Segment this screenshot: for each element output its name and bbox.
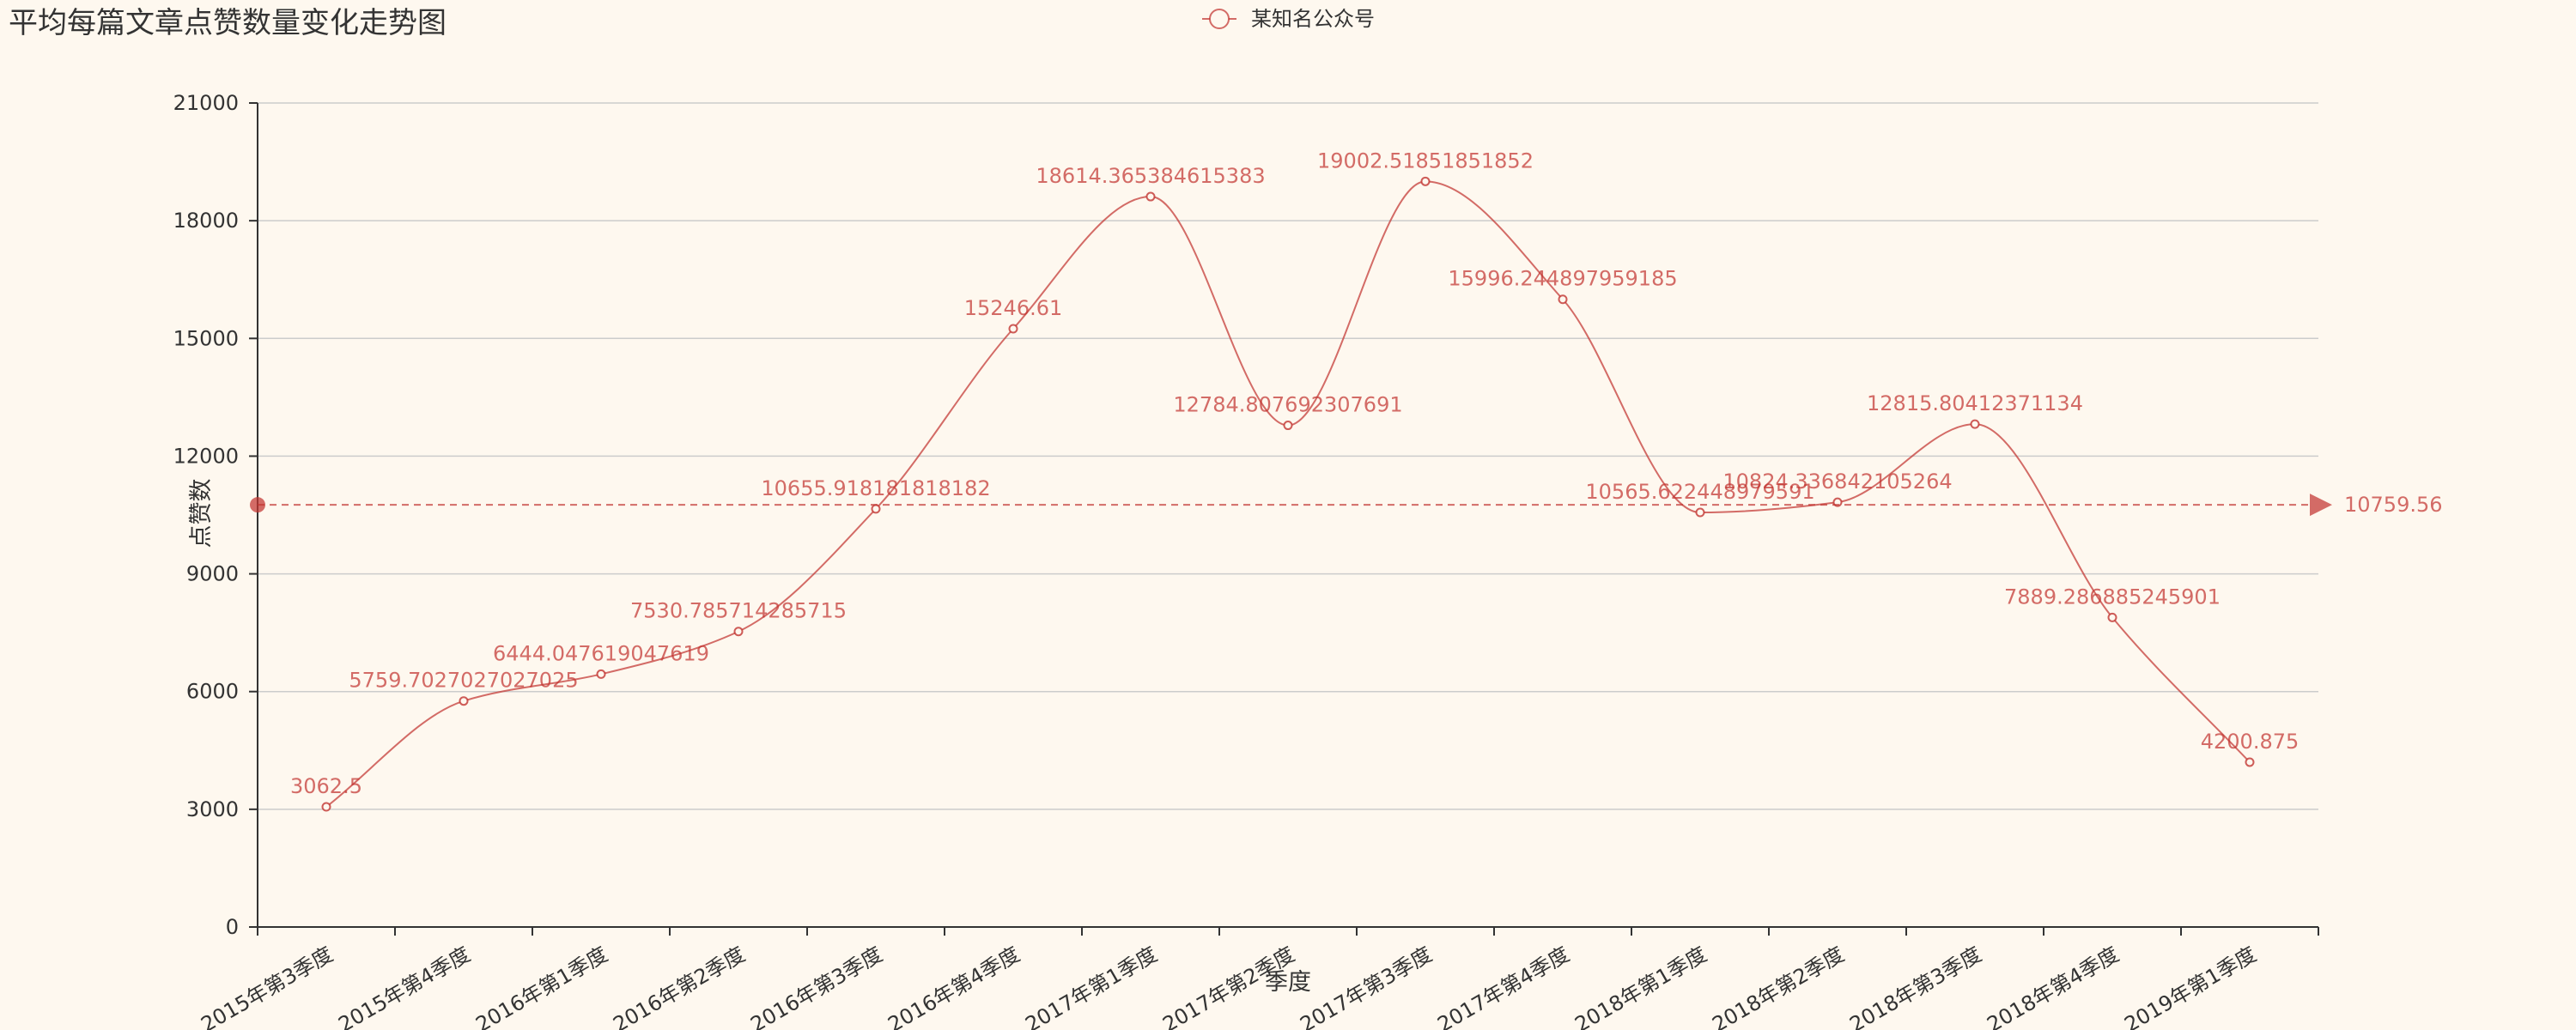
legend-item-label: 某知名公众号 xyxy=(1251,7,1375,31)
x-category-label: 2018年第1季度 xyxy=(1571,942,1710,1030)
data-label: 15996.244897959185 xyxy=(1448,267,1677,291)
x-category-label: 2016年第1季度 xyxy=(471,942,611,1030)
y-tick-label: 9000 xyxy=(186,562,239,586)
data-point xyxy=(596,669,606,679)
x-axis-name: 季度 xyxy=(1265,969,1311,996)
x-category-label: 2015年第4季度 xyxy=(334,942,474,1030)
series-line xyxy=(325,180,2251,808)
y-axis-name: 点赞数 xyxy=(188,479,215,548)
legend[interactable]: 某知名公众号 xyxy=(1202,7,1375,31)
chart-title: 平均每篇文章点赞数量变化走势图 xyxy=(9,6,447,40)
axes xyxy=(257,103,2318,928)
data-point xyxy=(2107,612,2117,622)
y-tick-label: 3000 xyxy=(186,797,239,821)
x-category-label: 2016年第3季度 xyxy=(746,942,886,1030)
y-tick-label: 6000 xyxy=(186,680,239,704)
data-label: 10655.918181818182 xyxy=(761,476,990,500)
data-point xyxy=(1558,294,1568,305)
data-label: 7889.286885245901 xyxy=(2004,585,2221,609)
x-category-label: 2017年第3季度 xyxy=(1296,942,1436,1030)
data-point xyxy=(733,627,744,637)
data-label: 18614.365384615383 xyxy=(1036,164,1265,188)
x-category-label: 2016年第4季度 xyxy=(884,942,1024,1030)
data-point xyxy=(459,696,469,706)
x-category-label: 2019年第1季度 xyxy=(2120,942,2260,1030)
x-category-label: 2018年第2季度 xyxy=(1708,942,1848,1030)
data-label: 7530.785714285715 xyxy=(630,599,847,623)
y-tick-label: 18000 xyxy=(173,209,239,233)
y-tick-label: 15000 xyxy=(173,326,239,350)
data-point xyxy=(1283,421,1293,431)
data-label: 3062.5 xyxy=(290,774,362,798)
x-category-label: 2017年第4季度 xyxy=(1433,942,1573,1030)
data-point xyxy=(871,504,881,514)
data-label: 19002.51851851852 xyxy=(1317,148,1534,173)
x-category-label: 2016年第2季度 xyxy=(609,942,749,1030)
series-line-group xyxy=(321,176,2255,812)
average-mark-line: 10759.56 xyxy=(250,493,2443,517)
x-category-label: 2017年第1季度 xyxy=(1021,942,1161,1030)
grid-lines xyxy=(258,102,2318,810)
data-label: 10565.622448979591 xyxy=(1585,480,1814,504)
x-category-label: 2018年第3季度 xyxy=(1845,942,1985,1030)
data-label: 10824.336842105264 xyxy=(1722,470,1952,494)
y-tick-label: 21000 xyxy=(173,91,239,115)
data-point xyxy=(1008,324,1018,334)
data-label: 12815.80412371134 xyxy=(1867,391,2083,415)
y-tick-label: 12000 xyxy=(173,444,239,468)
x-category-label: 2018年第4季度 xyxy=(1983,942,2123,1030)
mark-line-arrow-icon xyxy=(2310,494,2332,517)
x-categories: 2015年第3季度2015年第4季度2016年第1季度2016年第2季度2016… xyxy=(197,927,2319,1030)
data-point xyxy=(1420,176,1431,186)
x-category-label: 2015年第3季度 xyxy=(197,942,337,1030)
data-label: 4200.875 xyxy=(2201,730,2300,754)
mark-line-start-symbol xyxy=(250,497,265,513)
y-tick-label: 0 xyxy=(226,915,239,939)
y-ticks: 0 3000 6000 9000 12000 15000 18000 21000 xyxy=(173,91,258,939)
data-label: 5759.7027027027025 xyxy=(349,669,578,693)
data-label: 6444.047619047619 xyxy=(493,641,709,665)
data-point xyxy=(1970,419,1980,429)
data-point xyxy=(1695,507,1705,518)
data-point xyxy=(2245,757,2255,767)
data-point xyxy=(1145,191,1156,202)
legend-circle-icon xyxy=(1209,9,1230,29)
mark-line-label: 10759.56 xyxy=(2344,493,2443,517)
data-labels: 3062.5 5759.7027027027025 6444.04761904761… xyxy=(290,148,2299,798)
data-point xyxy=(321,802,331,812)
data-label: 15246.61 xyxy=(964,296,1063,320)
data-label: 12784.807692307691 xyxy=(1173,393,1402,417)
